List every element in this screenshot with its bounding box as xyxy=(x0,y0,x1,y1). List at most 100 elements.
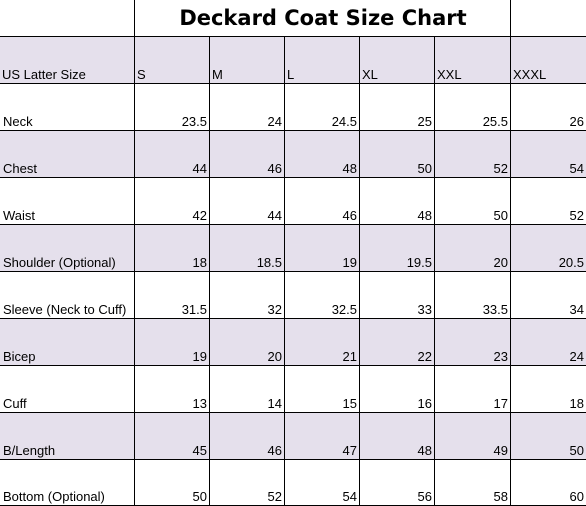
value-cell: 52 xyxy=(210,460,285,505)
value-cell: 14 xyxy=(210,366,285,412)
measurement-value: 24 xyxy=(267,114,282,129)
table-row: Shoulder (Optional) 18 18.5 19 19.5 20 20.5 xyxy=(0,224,586,271)
measurement-value: 20 xyxy=(493,255,508,270)
measurement-value: 15 xyxy=(342,396,357,411)
value-cell: 32 xyxy=(210,272,285,318)
header-size-cell: L xyxy=(285,37,360,83)
measurement-value: 32 xyxy=(267,302,282,317)
row-label-cell: Shoulder (Optional) xyxy=(0,225,135,271)
measurement-value: 34 xyxy=(569,302,584,317)
measurement-value: 44 xyxy=(267,208,282,223)
header-size: XL xyxy=(362,67,378,82)
value-cell: 17 xyxy=(435,366,511,412)
row-label: Sleeve (Neck to Cuff) xyxy=(3,302,127,317)
row-label-cell: Bicep xyxy=(0,319,135,365)
value-cell: 33.5 xyxy=(435,272,511,318)
value-cell: 50 xyxy=(360,131,435,177)
header-size-cell: M xyxy=(210,37,285,83)
measurement-value: 18.5 xyxy=(256,255,282,270)
measurement-value: 24.5 xyxy=(331,114,357,129)
value-cell: 52 xyxy=(435,131,511,177)
header-size: L xyxy=(287,67,295,82)
value-cell: 18.5 xyxy=(210,225,285,271)
table-body: Neck 23.5 24 24.5 25 25.5 26 Chest 44 46 48 50 52 54 W… xyxy=(0,83,586,506)
table-row: Bicep 19 20 21 22 23 24 xyxy=(0,318,586,365)
value-cell: 45 xyxy=(135,413,210,459)
header-size-cell: XL xyxy=(360,37,435,83)
value-cell: 46 xyxy=(210,413,285,459)
measurement-value: 46 xyxy=(267,443,282,458)
measurement-value: 46 xyxy=(267,161,282,176)
measurement-value: 44 xyxy=(192,161,207,176)
value-cell: 20 xyxy=(435,225,511,271)
measurement-value: 50 xyxy=(192,489,207,504)
header-size: M xyxy=(212,67,223,82)
row-label: Neck xyxy=(3,114,33,129)
measurement-value: 23.5 xyxy=(181,114,207,129)
title-cell-border xyxy=(135,0,511,36)
value-cell: 16 xyxy=(360,366,435,412)
measurement-value: 18 xyxy=(569,396,584,411)
measurement-value: 48 xyxy=(417,443,432,458)
value-cell: 44 xyxy=(135,131,210,177)
row-label: Bottom (Optional) xyxy=(3,489,105,504)
measurement-value: 46 xyxy=(342,208,357,223)
value-cell: 18 xyxy=(135,225,210,271)
value-cell: 23.5 xyxy=(135,84,210,130)
row-label-cell: Chest xyxy=(0,131,135,177)
measurement-value: 21 xyxy=(342,349,357,364)
value-cell: 60 xyxy=(511,460,586,505)
value-cell: 48 xyxy=(285,131,360,177)
value-cell: 52 xyxy=(511,178,586,224)
row-label-cell: Neck xyxy=(0,84,135,130)
row-label-cell: Cuff xyxy=(0,366,135,412)
table-row: Sleeve (Neck to Cuff) 31.5 32 32.5 33 33.5 34 xyxy=(0,271,586,318)
row-label: Bicep xyxy=(3,349,36,364)
row-label-cell: B/Length xyxy=(0,413,135,459)
measurement-value: 31.5 xyxy=(181,302,207,317)
measurement-value: 23 xyxy=(493,349,508,364)
measurement-value: 60 xyxy=(569,489,584,504)
row-label-cell: Bottom (Optional) xyxy=(0,460,135,505)
measurement-value: 50 xyxy=(493,208,508,223)
measurement-value: 54 xyxy=(342,489,357,504)
value-cell: 20 xyxy=(210,319,285,365)
measurement-value: 52 xyxy=(267,489,282,504)
measurement-value: 48 xyxy=(417,208,432,223)
measurement-value: 13 xyxy=(192,396,207,411)
value-cell: 44 xyxy=(210,178,285,224)
measurement-value: 22 xyxy=(417,349,432,364)
row-label: B/Length xyxy=(3,443,56,458)
measurement-value: 20 xyxy=(267,349,282,364)
value-cell: 24.5 xyxy=(285,84,360,130)
measurement-value: 33 xyxy=(417,302,432,317)
title-left-spacer xyxy=(0,0,135,36)
value-cell: 34 xyxy=(511,272,586,318)
value-cell: 48 xyxy=(360,413,435,459)
measurement-value: 50 xyxy=(417,161,432,176)
value-cell: 13 xyxy=(135,366,210,412)
header-size-cell: XXL xyxy=(435,37,511,83)
measurement-value: 25 xyxy=(417,114,432,129)
value-cell: 23 xyxy=(435,319,511,365)
row-label-cell: Sleeve (Neck to Cuff) xyxy=(0,272,135,318)
measurement-value: 25.5 xyxy=(482,114,508,129)
value-cell: 54 xyxy=(285,460,360,505)
measurement-value: 56 xyxy=(417,489,432,504)
value-cell: 18 xyxy=(511,366,586,412)
header-size: XXL xyxy=(437,67,462,82)
value-cell: 49 xyxy=(435,413,511,459)
value-cell: 19 xyxy=(135,319,210,365)
header-size-cell: XXXL xyxy=(511,37,586,83)
value-cell: 46 xyxy=(285,178,360,224)
value-cell: 48 xyxy=(360,178,435,224)
header-size: S xyxy=(137,67,146,82)
measurement-value: 50 xyxy=(569,443,584,458)
value-cell: 50 xyxy=(511,413,586,459)
measurement-value: 58 xyxy=(493,489,508,504)
value-cell: 24 xyxy=(511,319,586,365)
row-label: Shoulder (Optional) xyxy=(3,255,116,270)
chart-title: Deckard Coat Size Chart xyxy=(179,6,467,30)
measurement-value: 45 xyxy=(192,443,207,458)
value-cell: 50 xyxy=(435,178,511,224)
